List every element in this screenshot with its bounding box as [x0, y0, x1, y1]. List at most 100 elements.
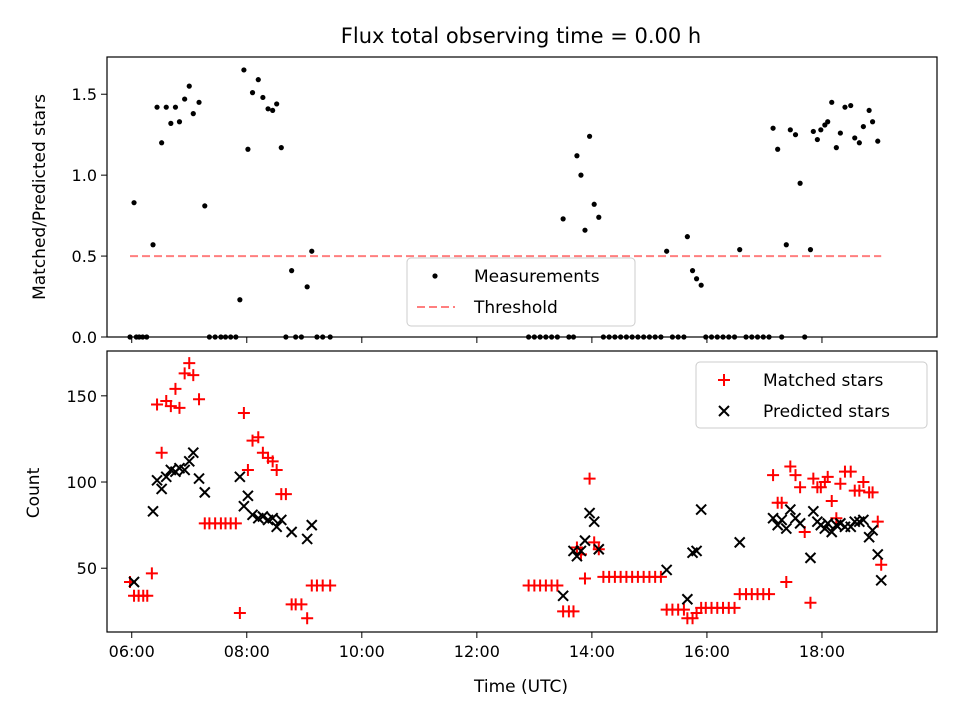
matched-star-point — [804, 596, 817, 609]
predicted-star-point — [794, 517, 806, 530]
predicted-star-point — [193, 472, 205, 485]
measurement-point — [689, 268, 696, 274]
measurement-point — [578, 172, 584, 178]
measurement-point — [869, 119, 876, 125]
measurement-point — [875, 138, 881, 144]
legend-box — [695, 361, 928, 429]
predicted-star-point — [826, 526, 838, 538]
matched-star-point — [551, 579, 564, 592]
measurement-point — [163, 104, 169, 110]
measurement-point — [274, 101, 280, 107]
predicted-star-point — [822, 517, 834, 530]
measurement-point — [792, 132, 799, 138]
measurement-point — [176, 119, 183, 125]
measurement-point — [304, 284, 310, 290]
measurement-point — [591, 201, 597, 207]
legend-label: Predicted stars — [763, 402, 890, 422]
predicted-star-point — [767, 512, 779, 524]
matched-star-point — [763, 588, 776, 601]
y-tick-label: 0.5 — [72, 247, 97, 266]
measurement-point — [154, 104, 160, 110]
measurement-point — [787, 127, 793, 133]
matched-star-point — [295, 598, 308, 611]
measurement-point — [260, 94, 266, 101]
predicted-star-point — [266, 512, 279, 524]
predicted-star-point — [780, 522, 793, 535]
measurement-point — [807, 247, 814, 253]
matched-star-point — [178, 367, 191, 380]
matched-star-point — [270, 463, 283, 476]
measurement-point — [255, 77, 261, 83]
matched-star-point — [807, 472, 820, 485]
matched-star-point — [241, 463, 254, 476]
x-tick-label: 18:00 — [799, 642, 845, 661]
matched-star-point — [279, 488, 292, 501]
y-axis-label-ratio: Matched/Predicted stars — [30, 94, 50, 300]
measurement-point — [775, 146, 781, 152]
measurement-point — [309, 248, 315, 254]
measurement-point — [737, 247, 743, 253]
y-tick-label: 150 — [66, 387, 97, 406]
measurement-point — [241, 67, 247, 73]
measurement-point — [866, 107, 872, 114]
measurement-point — [131, 200, 137, 206]
predicted-star-point — [695, 503, 707, 516]
measurement-point — [172, 104, 179, 110]
predicted-star-point — [804, 552, 817, 564]
predicted-star-point — [872, 548, 884, 561]
measurement-point — [810, 128, 816, 135]
plot-frame — [106, 56, 938, 338]
predicted-star-point — [187, 447, 199, 459]
x-tick-label: 10:00 — [339, 642, 385, 661]
matched-star-point — [151, 398, 164, 411]
matched-star-point — [173, 401, 186, 414]
matched-star-point — [583, 472, 596, 485]
matched-star-point — [229, 517, 242, 530]
legend-box — [406, 257, 636, 327]
predicted-star-point — [734, 536, 746, 549]
predicted-star-point — [151, 474, 163, 487]
predicted-star-point — [857, 514, 870, 526]
predicted-star-point — [579, 534, 591, 547]
measurement-point — [186, 83, 192, 89]
legend-label: Threshold — [473, 298, 558, 318]
y-tick-label: 0.0 — [72, 328, 97, 347]
predicted-star-point — [128, 576, 140, 588]
measurement-point — [586, 133, 593, 139]
x-tick-label: 12:00 — [454, 642, 500, 661]
measurement-point — [684, 234, 690, 240]
matched-star-point — [767, 469, 780, 482]
matched-star-point — [853, 484, 866, 497]
predicted-star-point — [285, 526, 298, 538]
matched-star-point — [145, 567, 158, 580]
predicted-star-point — [863, 531, 875, 543]
measurement-point — [278, 145, 284, 151]
plot-frame — [106, 350, 938, 633]
measurement-point — [837, 130, 843, 136]
predicted-star-point — [875, 574, 887, 586]
legend-marker — [718, 405, 730, 417]
matched-star-point — [825, 494, 838, 507]
predicted-star-point — [155, 483, 168, 495]
measurement-point — [825, 119, 831, 125]
measurement-point — [814, 136, 820, 143]
matched-star-point — [164, 400, 177, 413]
matched-star-point — [141, 589, 154, 602]
measurement-point — [190, 111, 196, 117]
x-axis-label: Time (UTC) — [473, 677, 568, 697]
measurement-point — [168, 120, 174, 126]
measurement-point — [560, 216, 566, 222]
predicted-star-point — [178, 464, 191, 476]
y-tick-label: 50 — [77, 559, 97, 578]
predicted-star-point — [246, 509, 259, 521]
predicted-star-point — [238, 500, 250, 512]
measurement-point — [797, 180, 803, 186]
matched-star-point — [578, 572, 591, 585]
predicted-star-point — [199, 486, 211, 499]
x-tick-label: 16:00 — [684, 642, 730, 661]
matched-star-point — [324, 579, 337, 592]
predicted-star-point — [275, 514, 287, 526]
measurement-point — [159, 140, 165, 146]
predicted-star-point — [270, 521, 283, 533]
